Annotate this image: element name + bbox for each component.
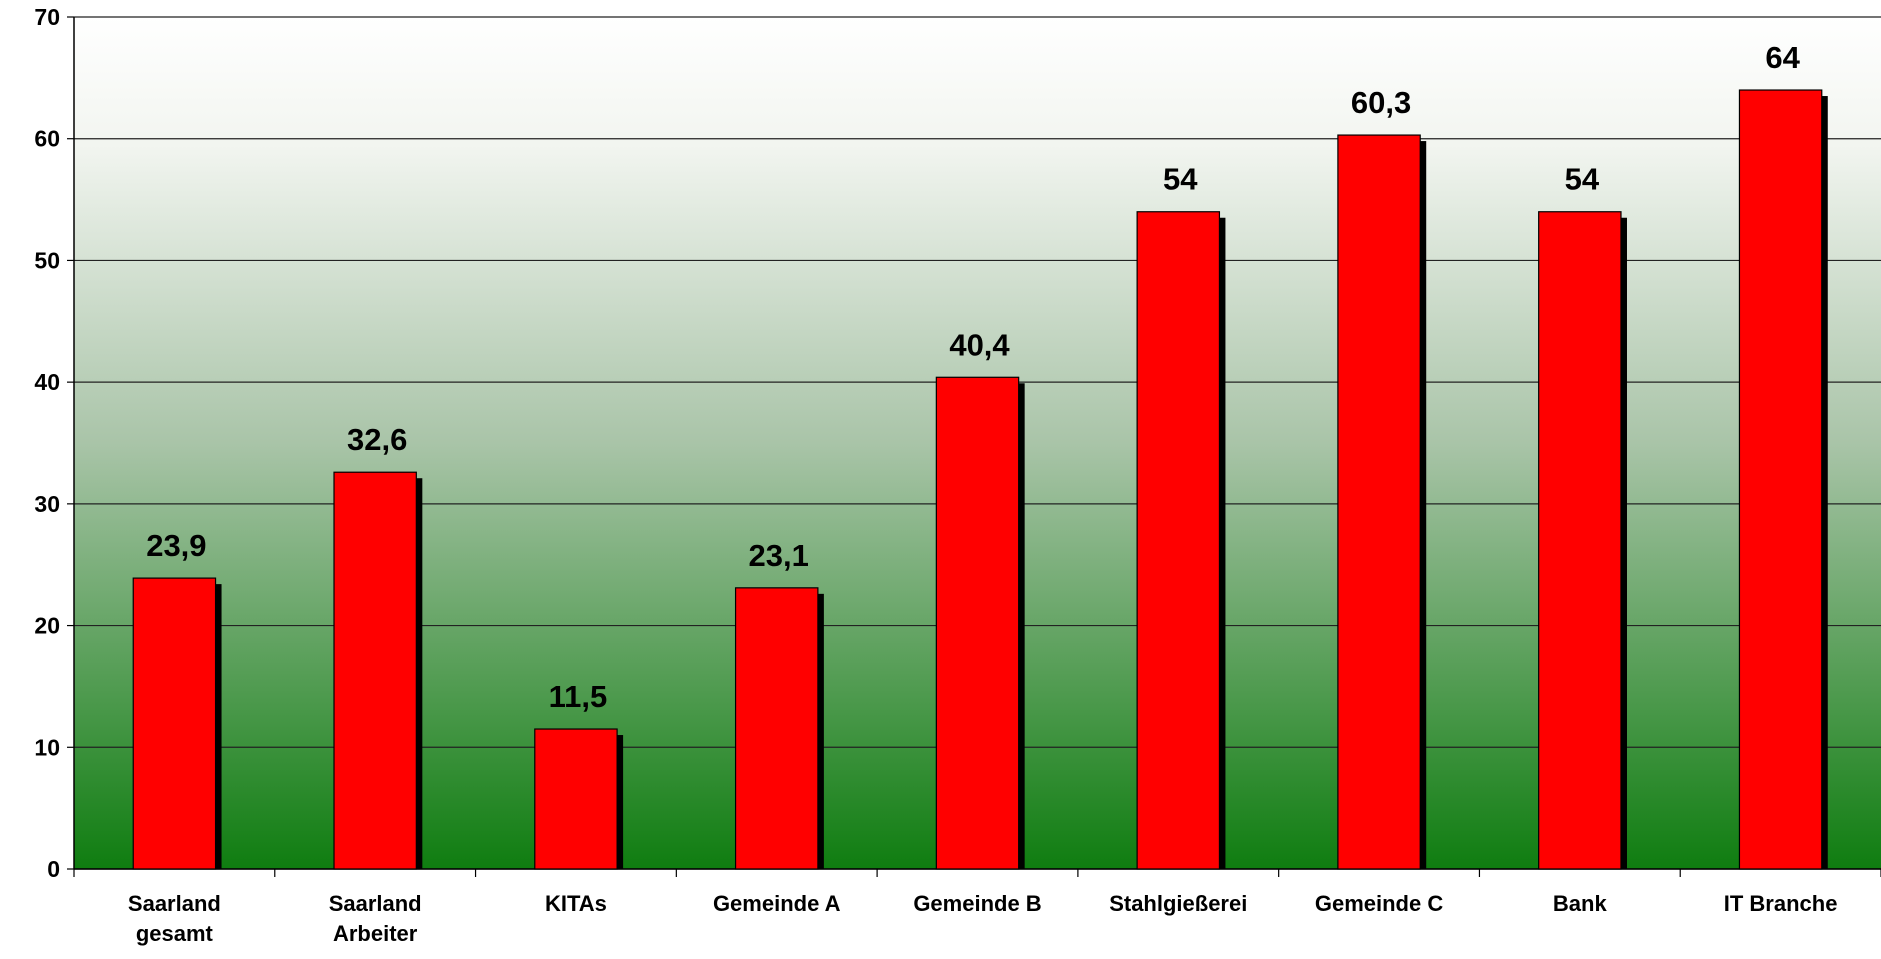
bar	[333, 471, 417, 870]
value-label: 54	[1163, 162, 1198, 197]
y-tick-label: 10	[34, 734, 60, 760]
value-label: 60,3	[1351, 85, 1411, 120]
bar	[132, 577, 217, 870]
value-label: 23,1	[749, 538, 809, 573]
x-tick-label: Gemeinde B	[913, 891, 1042, 916]
x-tick-label: Stahlgießerei	[1109, 891, 1248, 916]
y-tick-label: 70	[34, 4, 60, 30]
x-tick-label: IT Branche	[1723, 891, 1838, 916]
value-label: 23,9	[146, 528, 206, 563]
value-label: 32,6	[347, 422, 407, 457]
bar	[534, 728, 618, 870]
y-tick-label: 60	[34, 126, 60, 152]
bar	[734, 587, 819, 870]
bar	[1337, 134, 1421, 870]
x-tick-label: Gemeinde C	[1314, 891, 1444, 916]
value-label: 54	[1565, 162, 1600, 197]
x-tick-label: Gemeinde A	[712, 891, 841, 916]
y-tick-label: 20	[34, 613, 60, 639]
bar	[1538, 211, 1622, 870]
y-tick-label: 30	[34, 491, 60, 517]
bar	[935, 376, 1020, 870]
x-tick-label: Saarland gesamt	[127, 891, 221, 946]
value-label: 64	[1765, 40, 1800, 75]
y-tick-label: 40	[34, 369, 60, 395]
bar	[1738, 89, 1823, 870]
x-tick-label: Saarland Arbeiter	[328, 891, 422, 946]
value-label: 11,5	[549, 679, 608, 714]
value-label: 40,4	[949, 327, 1010, 362]
bar	[1136, 211, 1221, 870]
y-tick-label: 0	[47, 856, 60, 882]
x-tick-label: KITAs	[544, 891, 607, 916]
x-tick-label: Bank	[1552, 891, 1607, 916]
y-tick-label: 50	[34, 247, 60, 273]
